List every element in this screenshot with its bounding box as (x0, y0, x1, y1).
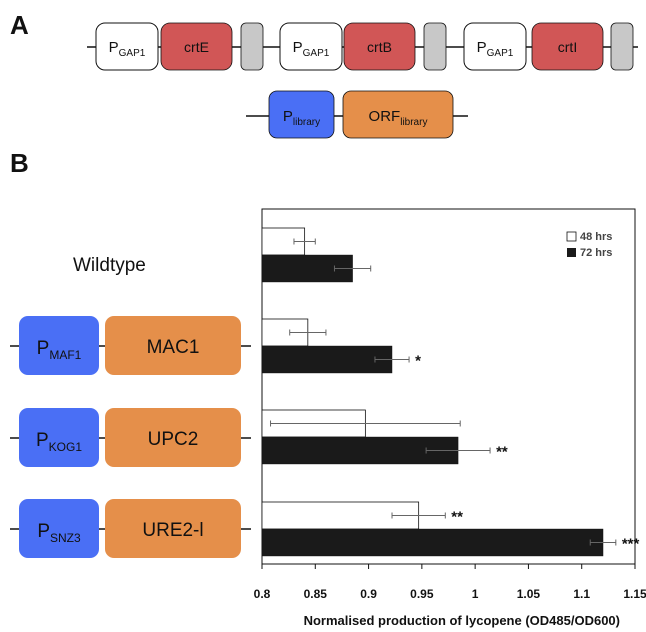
panel-a-label: A (10, 10, 29, 40)
terminator-box (423, 22, 447, 71)
x-tick-label: 1.1 (573, 587, 590, 601)
row-promoter-box (19, 408, 99, 467)
library-construct: Plibrary ORFlibrary (246, 90, 468, 139)
legend-swatch-72 (567, 248, 576, 257)
construct-pathway: PGAP1 crtE PGAP1 crtB PGAP1 crtI (87, 22, 638, 71)
promoter-label: PGAP1 (109, 39, 146, 59)
significance-marker: *** (622, 536, 640, 553)
x-axis: 0.8 0.85 0.9 0.95 1 1.05 1.1 1.15 (254, 564, 646, 601)
promoter-label: PGAP1 (477, 39, 514, 59)
error-bar (270, 420, 461, 427)
bar-72h (261, 345, 393, 374)
significance-marker: ** (451, 509, 463, 526)
promoter-box (463, 22, 527, 71)
row-promoter-label: PKOG1 (36, 430, 82, 454)
gene-box (160, 22, 233, 71)
error-bar (391, 512, 446, 519)
row-gene-label: URE2-l (142, 520, 203, 541)
construct-unit: PGAP1 crtI (463, 22, 634, 71)
error-bar (333, 265, 372, 272)
legend-label-72: 72 hrs (580, 247, 612, 259)
row-gene-label: UPC2 (148, 429, 199, 450)
x-axis-label: Normalised production of lycopene (OD485… (304, 613, 620, 628)
legend-label-48: 48 hrs (580, 231, 612, 243)
row-promoter-label: PMAF1 (37, 338, 82, 362)
error-bar (293, 238, 316, 245)
significance-marker: ** (496, 444, 508, 461)
gene-label: crtI (558, 39, 577, 55)
bar-72h (261, 528, 604, 557)
row-gene-label: MAC1 (147, 337, 200, 358)
plot-frame (261, 208, 636, 565)
row-construct-upc2: PKOG1 UPC2 (10, 408, 251, 467)
row-promoter-box (19, 316, 99, 375)
library-orf-box (342, 90, 454, 139)
x-tick-label: 0.85 (304, 587, 328, 601)
bar-72h (261, 436, 459, 465)
library-orf-label: ORFlibrary (369, 108, 428, 128)
row-promoter-box (19, 499, 99, 558)
x-tick-label: 1.05 (517, 587, 541, 601)
library-promoter-label: Plibrary (283, 108, 320, 128)
legend-swatch-48 (566, 231, 577, 242)
x-tick-label: 0.9 (360, 587, 377, 601)
library-promoter-box (268, 90, 335, 139)
row-gene-box (105, 316, 241, 375)
x-tick-label: 1.15 (623, 587, 646, 601)
bars-layer: ******** (261, 227, 640, 557)
row-gene-box (105, 499, 241, 558)
gene-box (531, 22, 604, 71)
panel-b-label: B (10, 148, 29, 178)
promoter-label: PGAP1 (293, 39, 330, 59)
terminator-box (610, 22, 634, 71)
error-bar (374, 356, 410, 363)
row-gene-box (105, 408, 241, 467)
promoter-box (95, 22, 159, 71)
x-tick-label: 0.95 (410, 587, 434, 601)
gene-label: crtE (184, 39, 209, 55)
error-bar (589, 539, 617, 546)
construct-unit: PGAP1 crtE (95, 22, 264, 71)
terminator-box (240, 22, 264, 71)
row-label-wildtype: Wildtype (73, 255, 146, 276)
error-bar (425, 447, 491, 454)
construct-unit: PGAP1 crtB (279, 22, 447, 71)
error-bar (289, 329, 327, 336)
x-tick-label: 0.8 (254, 587, 271, 601)
gene-label: crtB (367, 39, 392, 55)
significance-marker: * (415, 353, 421, 370)
row-construct-mac1: PMAF1 MAC1 (10, 316, 251, 375)
row-construct-ure2: PSNZ3 URE2-l (10, 499, 251, 558)
gene-box (343, 22, 416, 71)
promoter-box (279, 22, 343, 71)
row-promoter-label: PSNZ3 (37, 521, 81, 545)
legend: 48 hrs 72 hrs (566, 231, 612, 259)
x-tick-label: 1 (472, 587, 479, 601)
